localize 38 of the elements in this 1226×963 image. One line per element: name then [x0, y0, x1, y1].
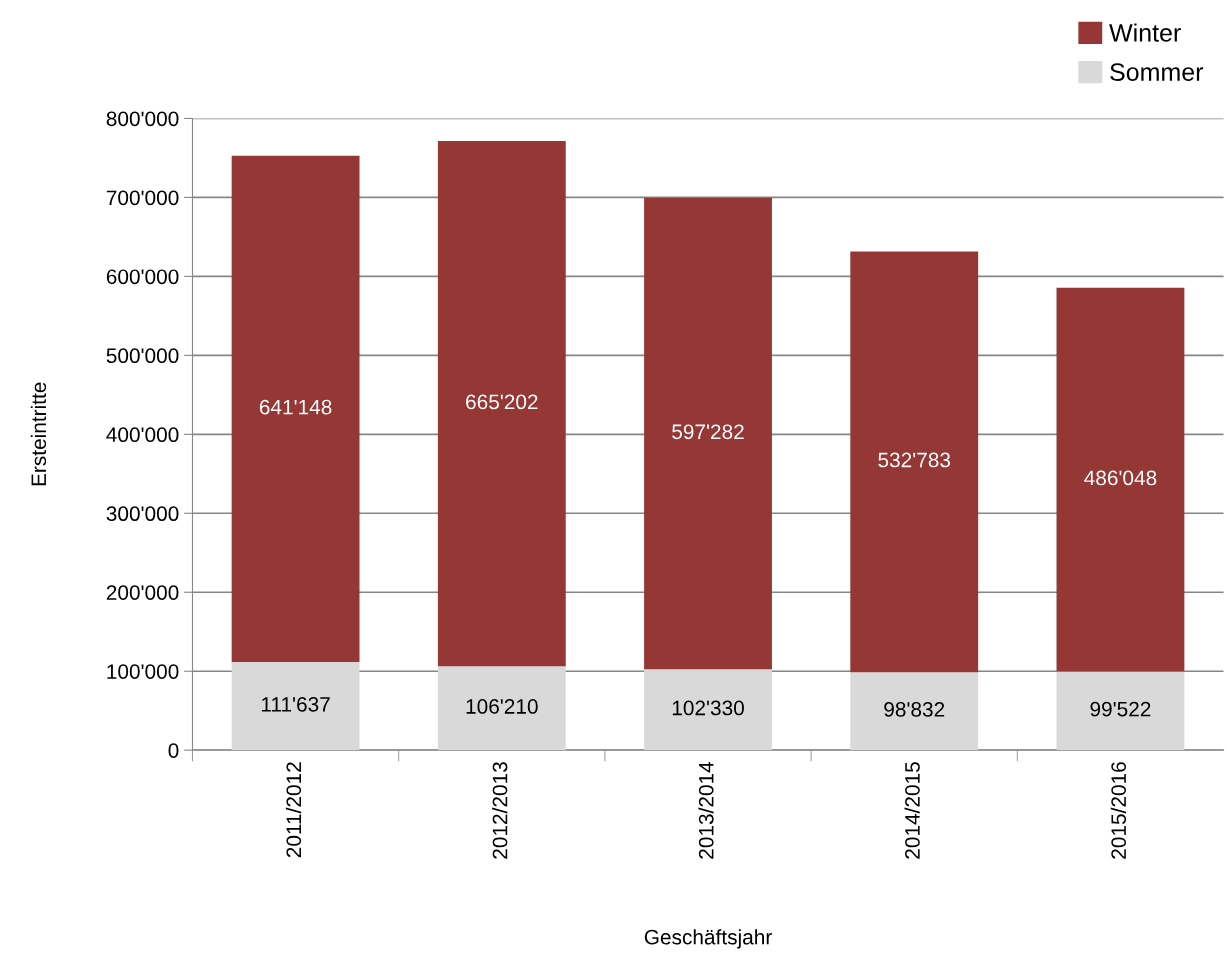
y-tick-label: 400'000 — [106, 427, 179, 443]
y-tick-label: 300'000 — [106, 506, 179, 522]
y-axis-title: Ersteintritte — [30, 382, 47, 486]
bar — [644, 197, 772, 670]
y-tick-label: 100'000 — [107, 664, 179, 679]
y-tick-label: 700'000 — [106, 190, 179, 206]
data-label: 641'148 — [259, 399, 332, 415]
bar — [850, 251, 979, 673]
y-tick-label: 800'000 — [106, 111, 179, 127]
data-label: 98'832 — [884, 702, 945, 717]
y-tick-label: 200'000 — [106, 585, 179, 600]
data-label: 532'783 — [878, 452, 951, 468]
bar — [437, 141, 566, 667]
data-label: 106'210 — [466, 699, 538, 714]
bar — [850, 672, 979, 751]
data-label: 597'282 — [672, 424, 744, 440]
x-tick-label: 2012/2013 — [492, 762, 508, 859]
bar — [231, 662, 360, 751]
y-tick-label: 0 — [168, 743, 179, 758]
x-tick-label: 2011/2012 — [285, 762, 302, 858]
legend-label: Sommer — [1110, 63, 1204, 81]
legend-label: Winter — [1109, 23, 1181, 42]
y-tick-label: 600'000 — [106, 269, 179, 285]
bar — [437, 666, 566, 751]
data-label: 102'330 — [672, 700, 744, 716]
data-label: 665'202 — [466, 394, 538, 410]
y-tick-label: 500'000 — [106, 348, 179, 364]
bar — [231, 155, 360, 663]
bar — [1056, 671, 1185, 751]
x-axis-title: Geschäftsjahr — [644, 929, 772, 949]
x-tick-label: 2014/2015 — [904, 762, 920, 859]
data-label: 111'637 — [261, 696, 330, 712]
x-tick-label: 2013/2014 — [698, 761, 714, 859]
bar — [1056, 287, 1185, 672]
bar — [644, 669, 772, 751]
x-tick-label: 2015/2016 — [1110, 762, 1127, 859]
data-label: 99'522 — [1090, 701, 1151, 717]
data-label: 486'048 — [1084, 470, 1157, 486]
